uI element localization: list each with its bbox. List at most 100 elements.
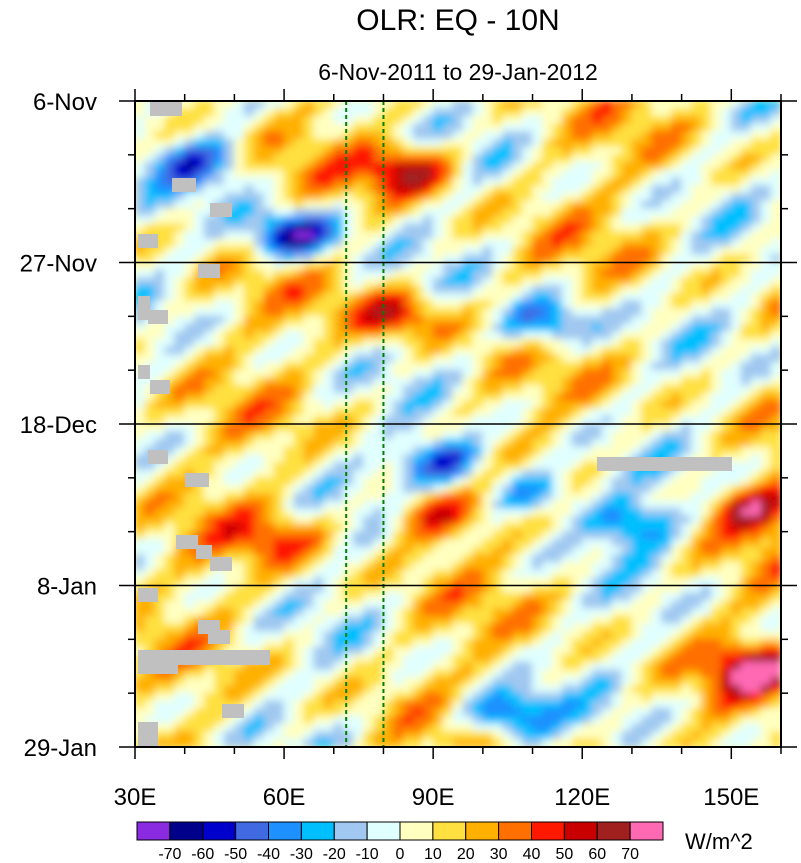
heat-cell: [283, 638, 295, 648]
heat-cell: [204, 485, 216, 494]
heat-cell: [283, 315, 295, 325]
heat-cell: [184, 323, 196, 333]
heat-cell: [522, 431, 534, 440]
heat-cell: [303, 538, 315, 548]
heat-cell: [551, 515, 563, 525]
heat-cell: [194, 592, 206, 602]
heat-cell: [303, 608, 315, 617]
heat-cell: [691, 377, 702, 387]
heat-cell: [343, 169, 355, 179]
heat-cell: [492, 492, 504, 502]
heat-cell: [363, 231, 375, 240]
heat-cell: [532, 461, 543, 471]
heat-cell: [661, 492, 673, 502]
heat-cell: [541, 585, 553, 594]
heat-cell: [631, 661, 643, 671]
heat-cell: [402, 508, 414, 517]
heat-cell: [641, 631, 653, 640]
heat-cell: [223, 592, 235, 602]
heat-cell: [174, 554, 186, 563]
heat-cell: [710, 131, 722, 140]
heat-cell: [611, 415, 623, 425]
heat-cell: [671, 508, 683, 517]
heat-cell: [174, 561, 186, 571]
heat-cell: [333, 185, 345, 194]
heat-cell: [283, 285, 295, 294]
heat-cell: [313, 431, 325, 440]
heat-cell: [353, 277, 365, 287]
heat-cell: [601, 215, 613, 225]
heat-cell: [442, 438, 454, 448]
heat-cell: [522, 338, 534, 348]
heat-cell: [681, 269, 693, 279]
heat-cell: [144, 131, 156, 140]
heat-cell: [691, 285, 702, 294]
heat-cell: [293, 554, 305, 563]
heat-cell: [770, 623, 781, 633]
heat-cell: [174, 469, 186, 479]
heat-cell: [233, 508, 245, 517]
heat-cell: [293, 131, 305, 140]
heat-cell: [293, 246, 305, 256]
heat-cell: [740, 269, 752, 279]
heat-cell: [730, 554, 742, 563]
heat-cell: [541, 485, 553, 494]
heat-cell: [522, 377, 534, 387]
heat-cell: [671, 638, 683, 648]
heat-cell: [223, 677, 235, 686]
heat-cell: [353, 592, 365, 602]
heat-cell: [432, 115, 444, 125]
heat-cell: [512, 331, 524, 340]
heat-cell: [591, 408, 603, 417]
heat-cell: [681, 661, 693, 671]
heat-cell: [502, 131, 514, 140]
heat-cell: [214, 338, 225, 348]
heat-cell: [561, 423, 573, 433]
heat-cell: [144, 146, 156, 156]
heat-cell: [363, 661, 375, 671]
heat-cell: [710, 308, 722, 317]
heat-cell: [253, 684, 265, 694]
heat-cell: [541, 138, 553, 148]
heat-cell: [422, 200, 434, 210]
heat-cell: [671, 615, 683, 625]
heat-cell: [223, 392, 235, 402]
heat-cell: [233, 300, 245, 310]
heat-cell: [263, 115, 275, 125]
heat-cell: [700, 300, 712, 310]
heat-cell: [323, 115, 335, 125]
heat-cell: [343, 346, 355, 356]
heat-cell: [402, 200, 414, 210]
heat-cell: [392, 162, 404, 171]
heat-cell: [462, 377, 474, 387]
heat-cell: [770, 331, 781, 340]
heat-cell: [561, 323, 573, 333]
heat-cell: [611, 677, 623, 686]
heat-cell: [591, 200, 603, 210]
heat-cell: [720, 162, 732, 171]
heat-cell: [402, 354, 414, 363]
heat-cell: [174, 308, 186, 317]
heat-cell: [452, 131, 464, 140]
heat-cell: [402, 561, 414, 571]
heat-cell: [681, 223, 693, 233]
heat-cell: [422, 684, 434, 694]
heat-cell: [402, 223, 414, 233]
heat-cell: [263, 354, 275, 363]
heat-cell: [462, 269, 474, 279]
heat-cell: [661, 600, 673, 610]
heat-cell: [581, 415, 593, 425]
heat-cell: [135, 492, 146, 502]
heat-cell: [313, 631, 325, 640]
heat-cell: [382, 438, 394, 448]
heat-cell: [532, 538, 543, 548]
heat-cell: [700, 223, 712, 233]
heat-cell: [442, 162, 454, 171]
heat-cell: [363, 223, 375, 233]
heat-cell: [651, 385, 663, 394]
heat-cell: [273, 654, 285, 663]
heat-cell: [760, 123, 772, 133]
heat-cell: [502, 369, 514, 379]
heat-cell: [671, 138, 683, 148]
heat-cell: [442, 638, 454, 648]
